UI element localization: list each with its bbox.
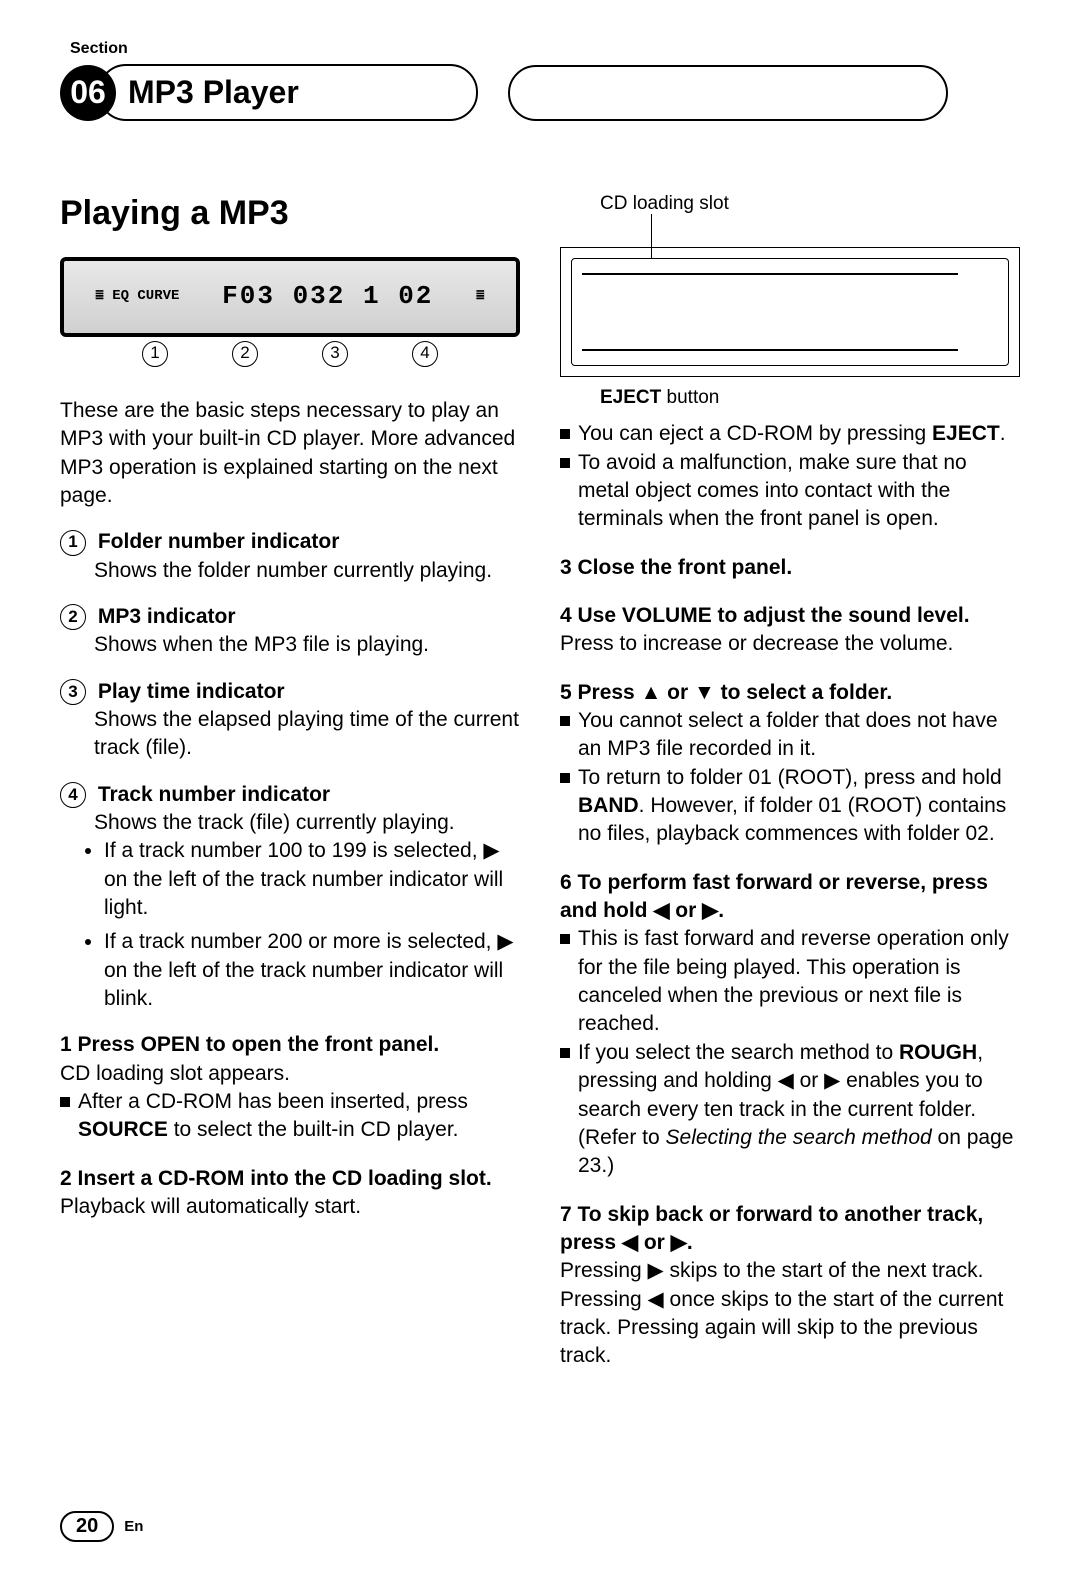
caption-bold: EJECT [600,387,661,408]
callout-row: 1 2 3 4 [60,341,520,367]
eject-caption: EJECT button [600,385,1020,411]
note-text: You cannot select a folder that does not… [578,707,1020,764]
step-note: This is fast forward and reverse operati… [560,925,1020,1038]
note-text: To avoid a malfunction, make sure that n… [578,449,1020,534]
def-desc: Shows the track (file) currently playing… [60,809,520,837]
step-line: Pressing ▶ skips to the start of the nex… [560,1257,1020,1370]
note-bold: SOURCE [78,1118,168,1141]
step-head: 5 Press ▲ or ▼ to select a folder. [560,679,1020,707]
step-4: 4 Use VOLUME to adjust the sound level. … [560,602,1020,659]
step-note: After a CD-ROM has been inserted, press S… [60,1088,520,1145]
def-folder-number: 1 Folder number indicator Shows the fold… [60,528,520,585]
def-desc: Shows when the MP3 file is playing. [60,631,520,659]
step-line: CD loading slot appears. [60,1060,520,1088]
step-6: 6 To perform fast forward or reverse, pr… [560,869,1020,1181]
step-head: 2 Insert a CD-ROM into the CD loading sl… [60,1165,520,1193]
intro-para: These are the basic steps necessary to p… [60,397,520,510]
page-footer: 20 En [60,1511,1020,1542]
def-num: 2 [60,604,86,630]
def-desc: Shows the folder number currently playin… [60,557,520,585]
step-head: 4 Use VOLUME to adjust the sound level. [560,602,1020,630]
def-num: 1 [60,530,86,556]
note-text: If you select the search method to [578,1041,899,1064]
section-number: 06 [60,65,116,121]
page-header: 06 MP3 Player [60,64,1020,121]
right-column: CD loading slot EJECT button You can eje… [560,191,1020,1391]
step-3: 3 Close the front panel. [560,554,1020,582]
lcd-display-diagram: ≣ EQ CURVE F03 032 1 02 ≣ [60,257,520,337]
bullet: If a track number 100 to 199 is selected… [104,837,520,922]
malfunction-note: To avoid a malfunction, make sure that n… [560,449,1020,534]
square-bullet-icon [560,773,570,783]
section-label: Section [70,40,1020,58]
section-title: MP3 Player [98,64,478,121]
step-note: If you select the search method to ROUGH… [560,1039,1020,1181]
note-text: After a CD-ROM has been inserted, press [78,1090,468,1113]
def-title: Track number indicator [98,783,330,806]
step-note: To return to folder 01 (ROOT), press and… [560,764,1020,849]
step-head: 6 To perform fast forward or reverse, pr… [560,869,1020,926]
def-desc: Shows the elapsed playing time of the cu… [60,706,520,763]
step-line: Press to increase or decrease the volume… [560,630,1020,658]
cd-slot-label: CD loading slot [600,191,1020,217]
def-title: Play time indicator [98,680,285,703]
device-diagram [560,247,1020,377]
note-text: This is fast forward and reverse operati… [578,925,1020,1038]
step-line: Playback will automatically start. [60,1193,520,1221]
eject-note: You can eject a CD-ROM by pressing EJECT… [560,420,1020,448]
step-1: 1 Press OPEN to open the front panel. CD… [60,1031,520,1144]
callout-4: 4 [412,341,438,367]
def-title: Folder number indicator [98,530,340,553]
note-text: You can eject a CD-ROM by pressing [578,422,932,445]
note-italic: Selecting the search method [666,1126,932,1149]
blank-pill [508,65,948,121]
square-bullet-icon [560,458,570,468]
step-5: 5 Press ▲ or ▼ to select a folder. You c… [560,679,1020,849]
lang-label: En [124,1518,143,1535]
square-bullet-icon [560,429,570,439]
note-text: . However, if folder 01 (ROOT) contains … [578,794,1006,845]
main-heading: Playing a MP3 [60,191,520,237]
step-7: 7 To skip back or forward to another tra… [560,1201,1020,1371]
callout-1: 1 [142,341,168,367]
left-column: Playing a MP3 ≣ EQ CURVE F03 032 1 02 ≣ … [60,191,520,1391]
square-bullet-icon [560,1048,570,1058]
note-bold: ROUGH [899,1041,977,1064]
def-mp3: 2 MP3 indicator Shows when the MP3 file … [60,603,520,660]
def-playtime: 3 Play time indicator Shows the elapsed … [60,678,520,763]
callout-2: 2 [232,341,258,367]
step-head: 7 To skip back or forward to another tra… [560,1201,1020,1258]
note-bold: EJECT [932,422,1000,445]
track-bullets: If a track number 100 to 199 is selected… [60,837,520,1013]
note-text: . [1000,422,1006,445]
def-num: 4 [60,782,86,808]
page-number: 20 [60,1511,114,1542]
def-tracknum: 4 Track number indicator Shows the track… [60,781,520,1014]
note-text: To return to folder 01 (ROOT), press and… [578,766,1002,789]
square-bullet-icon [560,934,570,944]
square-bullet-icon [60,1097,70,1107]
lcd-text: F03 032 1 02 [222,279,433,314]
callout-3: 3 [322,341,348,367]
def-title: MP3 indicator [98,605,236,628]
step-head: 1 Press OPEN to open the front panel. [60,1031,520,1059]
caption-text: button [661,387,719,408]
step-2: 2 Insert a CD-ROM into the CD loading sl… [60,1165,520,1222]
step-head: 3 Close the front panel. [560,554,1020,582]
bullet: If a track number 200 or more is selecte… [104,928,520,1013]
note-text: to select the built-in CD player. [168,1118,459,1141]
def-num: 3 [60,679,86,705]
note-bold: BAND [578,794,639,817]
square-bullet-icon [560,716,570,726]
step-note: You cannot select a folder that does not… [560,707,1020,764]
